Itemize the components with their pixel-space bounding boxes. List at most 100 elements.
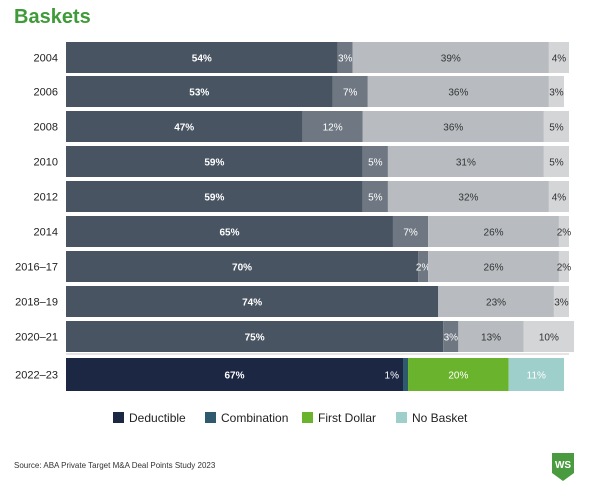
data-label: 7% [403, 228, 418, 239]
bar-segment [66, 111, 303, 142]
bar-segment [66, 358, 404, 391]
data-label: 3% [549, 88, 564, 99]
bar-segment [66, 321, 444, 352]
data-label: 3% [554, 298, 569, 309]
stacked-bar-chart: 2004 54% 3% 39% 4% 2006 53% 7% 36% 3% 2008 47% 12% 36… [15, 42, 575, 425]
bar-segment [458, 321, 524, 352]
data-label: 5% [368, 193, 383, 204]
data-label: 65% [219, 228, 239, 239]
data-label: 23% [486, 298, 506, 309]
bar-segment [66, 216, 393, 247]
data-label: 12% [323, 123, 343, 134]
data-label: 3% [338, 54, 353, 65]
y-tick-label: 2022–23 [15, 370, 58, 382]
bar-segment [367, 76, 549, 107]
bar-segment [66, 42, 338, 73]
bar-segment [332, 76, 368, 107]
data-label: 36% [448, 88, 468, 99]
data-label: 13% [481, 333, 501, 344]
bar-segment [362, 111, 544, 142]
bar-segment [558, 251, 569, 282]
data-label: 5% [549, 123, 564, 134]
legend-swatch [396, 412, 407, 423]
data-label: 3% [444, 333, 459, 344]
data-label: 75% [245, 333, 265, 344]
data-label: 36% [443, 123, 463, 134]
legend-label: Combination [221, 411, 288, 425]
bar-segment [443, 321, 459, 352]
data-label: 32% [458, 193, 478, 204]
bar-segment [543, 111, 569, 142]
y-tick-label: 2004 [34, 53, 58, 65]
data-label: 2% [557, 263, 572, 274]
bar-segment [387, 181, 549, 212]
bar-segment [66, 76, 333, 107]
data-label: 47% [174, 123, 194, 134]
data-label: 67% [224, 371, 244, 382]
data-label: 10% [539, 333, 559, 344]
data-label: 2% [416, 263, 431, 274]
data-label: 7% [343, 88, 358, 99]
ws-logo-icon: WS [552, 453, 574, 481]
data-label: 31% [456, 158, 476, 169]
y-tick-label: 2016–17 [15, 262, 58, 274]
bar-segment [66, 251, 419, 282]
bar-segment [548, 42, 569, 73]
data-label: 70% [232, 263, 252, 274]
bar-segment [418, 251, 429, 282]
data-label: 39% [441, 54, 461, 65]
data-label: 4% [552, 54, 567, 65]
data-label: 5% [549, 158, 564, 169]
bar-segment [508, 358, 564, 391]
data-label: 1% [385, 371, 400, 382]
bar-segment [392, 216, 429, 247]
bar-segment [548, 181, 569, 212]
bar-segment [66, 146, 363, 177]
bar-segment [543, 146, 569, 177]
data-label: 59% [204, 193, 224, 204]
y-tick-label: 2008 [34, 122, 58, 134]
legend-swatch [302, 412, 313, 423]
data-label: 2% [557, 228, 572, 239]
y-tick-label: 2012 [34, 192, 58, 204]
y-tick-label: 2006 [34, 87, 58, 99]
data-label: 59% [204, 158, 224, 169]
data-label: 74% [242, 298, 262, 309]
data-label: 4% [552, 193, 567, 204]
y-tick-label: 2014 [34, 227, 58, 239]
bar-segment [403, 358, 409, 391]
bar-segment [362, 146, 388, 177]
bar-segment [548, 76, 564, 107]
bar-segment [438, 286, 554, 317]
source-note: Source: ABA Private Target M&A Deal Poin… [14, 461, 216, 470]
bar-segment [558, 216, 569, 247]
y-tick-label: 2018–19 [15, 297, 58, 309]
data-label: 26% [484, 228, 504, 239]
bar-segment [387, 146, 544, 177]
bar-segment [302, 111, 363, 142]
data-label: 54% [192, 54, 212, 65]
bar-segment [337, 42, 353, 73]
data-label: 26% [484, 263, 504, 274]
legend-swatch [113, 412, 124, 423]
bar-segment [523, 321, 575, 352]
bar-segment [66, 286, 439, 317]
bar-segment [553, 286, 569, 317]
y-tick-label: 2020–21 [15, 332, 58, 344]
bar-segment [362, 181, 388, 212]
y-tick-label: 2010 [34, 157, 58, 169]
legend-label: No Basket [412, 411, 468, 425]
legend-label: Deductible [129, 411, 186, 425]
bar-segment [428, 251, 559, 282]
bar-segment [408, 358, 509, 391]
data-label: 20% [448, 371, 468, 382]
logo-text: WS [555, 460, 571, 471]
bar-segment [352, 42, 549, 73]
bar-segment [428, 216, 559, 247]
data-label: 53% [189, 88, 209, 99]
legend-swatch [205, 412, 216, 423]
chart-title: Baskets [14, 6, 91, 28]
bar-segment [66, 181, 363, 212]
data-label: 11% [527, 371, 546, 382]
data-label: 5% [368, 158, 383, 169]
